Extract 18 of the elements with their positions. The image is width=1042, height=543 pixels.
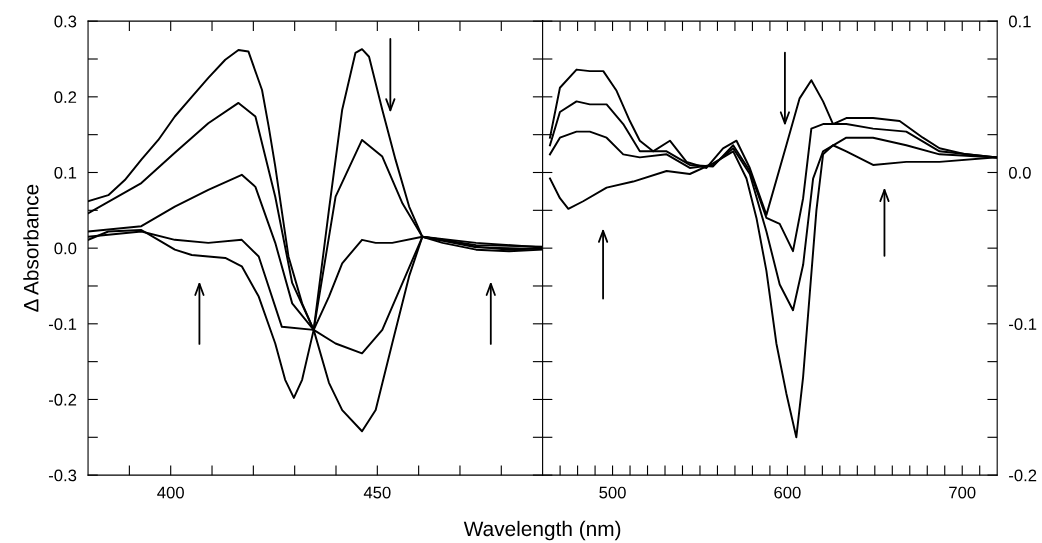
y-tick-label: 0.2 <box>54 91 77 104</box>
y-tick-label: -0.2 <box>48 393 77 406</box>
x-tick-label: 700 <box>949 486 976 499</box>
y-tick-label: -0.3 <box>48 469 77 482</box>
y-axis-title: Δ Absorbance <box>23 184 39 312</box>
x-tick-label: 500 <box>599 486 626 499</box>
x-axis-title: Wavelength (nm) <box>463 520 621 541</box>
x-tick-label: 450 <box>363 486 391 499</box>
x-tick-label: 400 <box>157 486 184 499</box>
y-tick-label: 0.0 <box>54 242 77 255</box>
y-tick-label: 0.1 <box>54 166 77 179</box>
y-tick-label: -0.1 <box>48 318 77 331</box>
y-tick-label: 0.3 <box>54 15 77 28</box>
y2-tick-label: 0.1 <box>1008 15 1031 28</box>
x-tick-label: 600 <box>774 486 801 499</box>
y2-tick-label: -0.2 <box>1009 469 1037 482</box>
y2-tick-label: -0.1 <box>1009 318 1037 331</box>
y2-tick-label: 0.0 <box>1008 166 1031 179</box>
